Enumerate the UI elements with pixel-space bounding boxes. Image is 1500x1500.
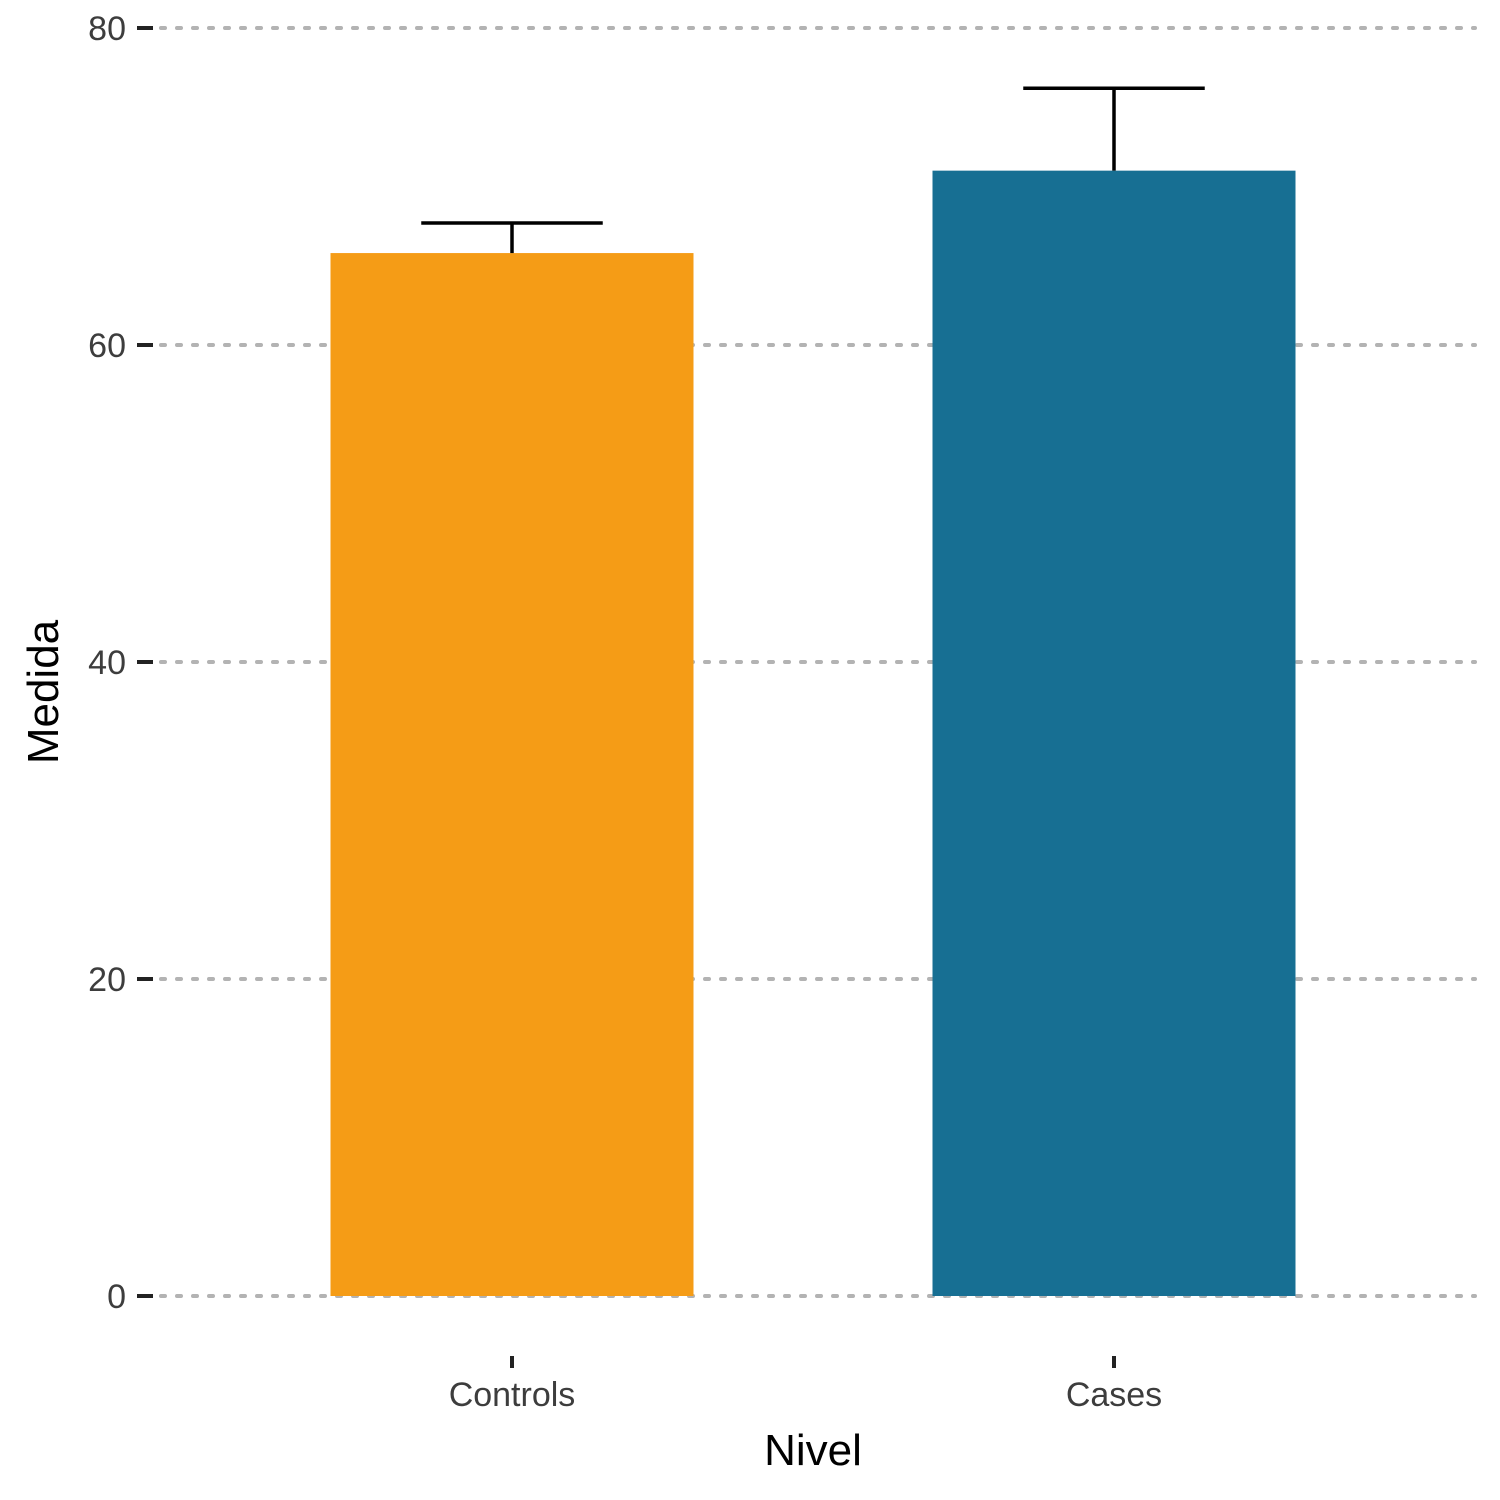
gridlines bbox=[159, 26, 1477, 1298]
y-tick-label-0: 0 bbox=[107, 1278, 126, 1316]
y-tick-label-80: 80 bbox=[88, 10, 126, 48]
bar-cases bbox=[932, 170, 1296, 1296]
x-tick-label-controls: Controls bbox=[449, 1376, 576, 1414]
y-tick-label-40: 40 bbox=[88, 644, 126, 682]
bar-controls bbox=[330, 253, 694, 1296]
y-axis: 0 20 40 60 80 bbox=[88, 10, 153, 1316]
error-bars bbox=[421, 86, 1205, 254]
bars bbox=[330, 170, 1296, 1296]
y-tick-label-60: 60 bbox=[88, 327, 126, 365]
y-axis-title: Medida bbox=[19, 619, 68, 764]
x-tick-label-cases: Cases bbox=[1066, 1376, 1162, 1414]
x-axis-title: Nivel bbox=[764, 1426, 862, 1475]
y-tick-label-20: 20 bbox=[88, 961, 126, 999]
x-axis: Controls Cases bbox=[449, 1356, 1162, 1414]
